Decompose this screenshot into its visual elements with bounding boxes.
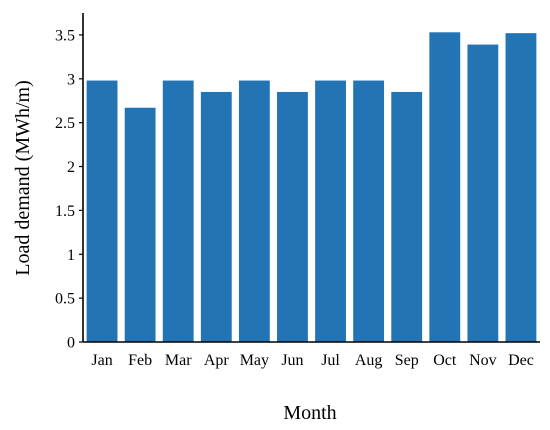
x-tick-label-oct: Oct xyxy=(433,352,457,369)
bar-mar xyxy=(162,80,194,343)
bar-apr xyxy=(200,91,232,343)
y-tick-label: 0 xyxy=(67,335,75,352)
x-tick-label-mar: Mar xyxy=(165,352,192,369)
x-tick-label-jul: Jul xyxy=(321,352,340,369)
x-tick-label-aug: Aug xyxy=(355,352,383,369)
bar-aug xyxy=(353,80,385,343)
y-axis: 0 0.5 1 1.5 2 2.5 3 3.5 xyxy=(55,13,84,352)
bar-sep xyxy=(391,91,423,343)
y-tick-label: 3.5 xyxy=(55,27,75,44)
x-tick-label-nov: Nov xyxy=(469,352,497,369)
x-tick-label-may: May xyxy=(240,352,269,369)
y-tick-label: 1 xyxy=(67,247,75,264)
x-tick-label-feb: Feb xyxy=(128,352,152,369)
x-tick-label-dec: Dec xyxy=(508,352,534,369)
y-axis-title: Load demand (MWh/m) xyxy=(12,80,34,276)
bar-jul xyxy=(315,80,346,343)
y-tick-label: 0.5 xyxy=(55,291,75,308)
x-tick-label-sep: Sep xyxy=(395,352,419,369)
y-tick-label: 3 xyxy=(67,71,75,88)
x-tick-label-apr: Apr xyxy=(204,352,230,369)
bar-oct xyxy=(429,32,461,343)
y-tick-label: 1.5 xyxy=(55,203,75,220)
bar-may xyxy=(238,80,270,343)
bar-jun xyxy=(277,91,308,343)
bars-layer xyxy=(86,32,537,343)
bar-jan xyxy=(86,80,118,343)
x-axis: Jan Feb Mar Apr May Jun Jul Aug Sep Oct Nov Dec xyxy=(83,341,540,369)
x-tick-label-jan: Jan xyxy=(91,352,112,369)
y-tick-label: 2 xyxy=(67,159,75,176)
bar-nov xyxy=(467,44,499,342)
y-tick-label: 2.5 xyxy=(55,115,75,132)
x-tick-label-jun: Jun xyxy=(281,352,303,369)
bar-feb xyxy=(124,107,156,342)
bar-dec xyxy=(505,33,537,343)
x-axis-title: Month xyxy=(283,402,336,424)
